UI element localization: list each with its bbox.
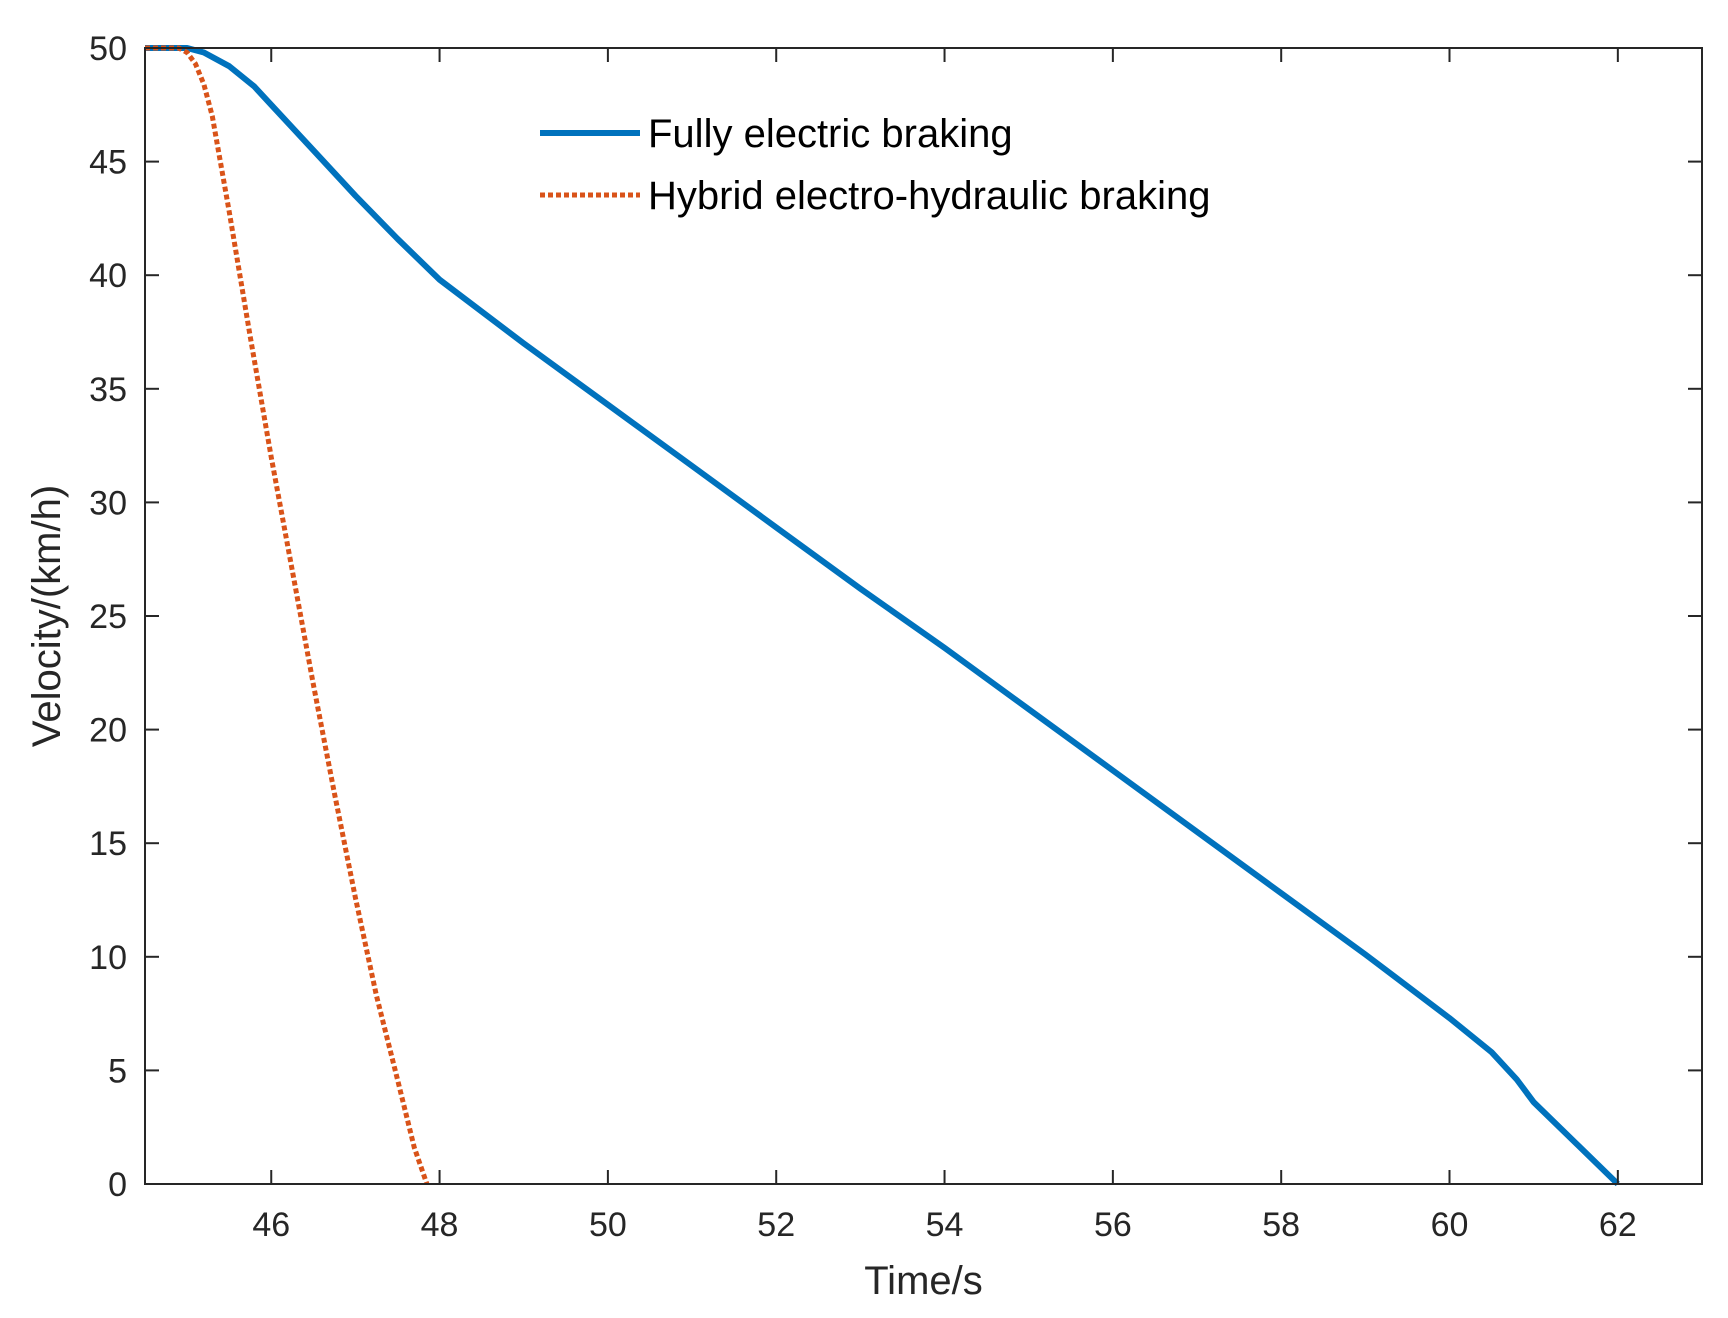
- x-tick-label: 60: [1431, 1206, 1469, 1244]
- y-tick-label: 50: [89, 30, 127, 68]
- y-tick-label: 0: [108, 1166, 127, 1204]
- ticks-layer: 46 48 50 52 54 56 58 60 62 0 5 10 15 20 25 30 35 40 45 50: [89, 30, 1702, 1244]
- y-tick-label: 20: [89, 712, 127, 750]
- x-tick-label: 48: [421, 1206, 459, 1244]
- y-tick-label: 45: [89, 144, 127, 182]
- y-tick-label: 15: [89, 825, 127, 863]
- y-tick-label: 25: [89, 598, 127, 636]
- x-tick-label: 54: [926, 1206, 964, 1244]
- x-tick-label: 52: [757, 1206, 795, 1244]
- y-tick-label: 30: [89, 484, 127, 522]
- x-tick-label: 58: [1262, 1206, 1300, 1244]
- series-line-0: [145, 45, 1620, 1187]
- y-tick-label: 35: [89, 371, 127, 409]
- y-axis-label: Velocity/(km/h): [25, 485, 69, 747]
- y-tick-label: 40: [89, 257, 127, 295]
- x-tick-label: 46: [252, 1206, 290, 1244]
- legend: Fully electric braking Hybrid electro-hy…: [540, 112, 1210, 218]
- legend-label-fully-electric: Fully electric braking: [648, 112, 1013, 156]
- x-tick-label: 56: [1094, 1206, 1132, 1244]
- y-tick-label: 10: [89, 939, 127, 977]
- series-layer: [145, 45, 1620, 1187]
- y-tick-label: 5: [108, 1052, 127, 1090]
- x-tick-label: 62: [1599, 1206, 1637, 1244]
- x-axis-label: Time/s: [864, 1259, 983, 1303]
- x-tick-label: 50: [589, 1206, 627, 1244]
- series-line-1: [145, 45, 430, 1185]
- legend-label-hybrid: Hybrid electro-hydraulic braking: [648, 174, 1210, 218]
